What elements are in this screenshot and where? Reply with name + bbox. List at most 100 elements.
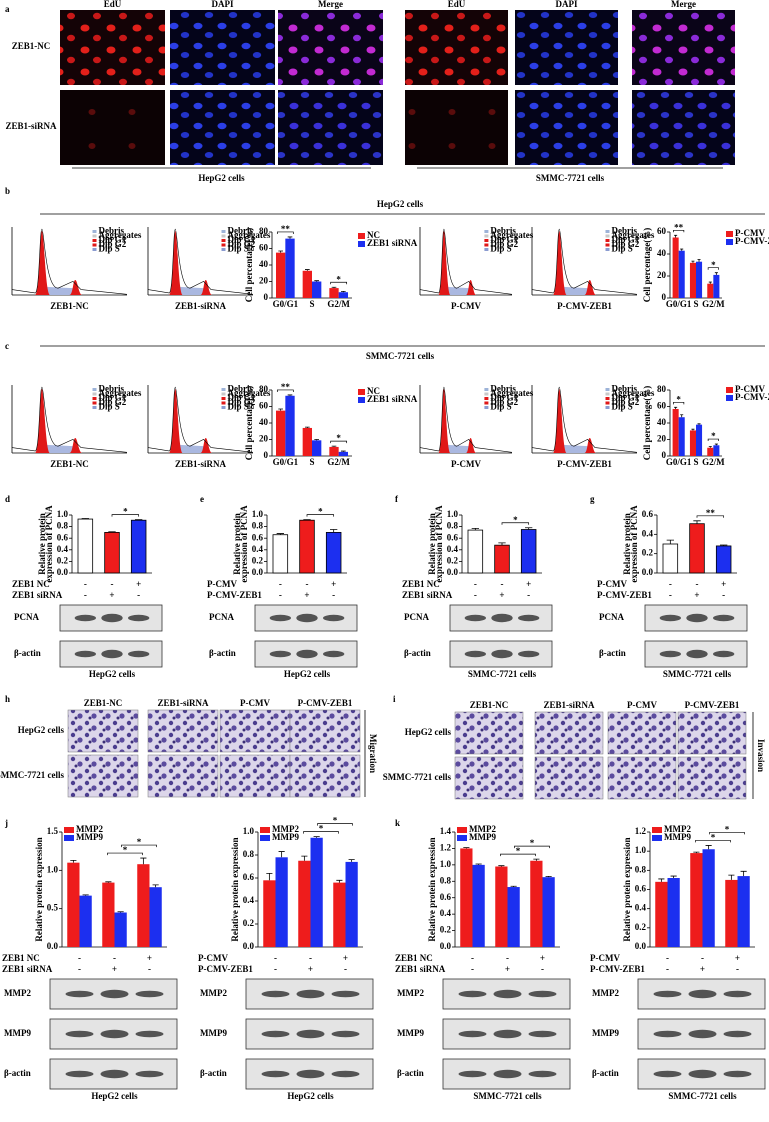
blot-band (135, 1030, 164, 1038)
group-label: SMMC-7721 cells (536, 173, 605, 183)
condition-mark: - (669, 590, 672, 600)
flow-legend-swatch (92, 239, 97, 242)
flow-legend-swatch (484, 234, 489, 238)
x-tick-label: G0/G1 (273, 457, 299, 467)
micrograph (60, 10, 165, 85)
blot-band (528, 990, 557, 998)
condition-mark: - (113, 953, 116, 963)
condition-mark: - (332, 590, 335, 600)
error-bar (81, 518, 89, 520)
flow-legend-label: Aggregates (228, 388, 271, 398)
blot-band (101, 649, 123, 659)
blot-band (269, 614, 292, 622)
blot-label: β-actin (4, 1068, 31, 1078)
flow-legend-label: Dip G2 (490, 397, 518, 407)
flow-legend-label: Dip G1 (228, 393, 256, 403)
flow-legend-swatch (605, 401, 610, 405)
significance-label: * (530, 838, 535, 848)
y-tick-label: 0.8 (252, 521, 264, 531)
condition-mark: - (474, 590, 477, 600)
blot-band (101, 613, 123, 623)
flow-legend-label: Dip G1 (99, 393, 127, 403)
micrograph (170, 90, 275, 165)
significance-label: ** (281, 224, 291, 234)
bar (104, 532, 120, 574)
bar (689, 523, 705, 574)
condition-mark: - (274, 964, 277, 974)
error-bar (708, 446, 712, 448)
legend-swatch (64, 835, 74, 841)
bar (137, 864, 150, 947)
flow-legend-label: Dip G2 (228, 397, 256, 407)
y-axis-label: Relative protein (427, 513, 437, 575)
condition-mark: + (499, 590, 504, 600)
flow-legend-label: Dip G2 (99, 397, 127, 407)
condition-label: P-CMV (597, 579, 627, 589)
blot-label: β-actin (209, 648, 236, 658)
flow-legend-swatch (484, 406, 489, 409)
flow-legend-swatch (221, 239, 226, 242)
y-tick-label: 0.0 (642, 567, 654, 577)
y-tick-label: 40 (259, 259, 269, 269)
error-bar (674, 406, 678, 409)
blot-band (518, 614, 540, 622)
bar (530, 860, 543, 947)
bar (667, 878, 680, 947)
blot-band (65, 1030, 94, 1038)
bar (520, 529, 537, 574)
section-title: SMMC-7721 cells (366, 351, 435, 361)
y-axis-label: Cell percentage(%) (244, 228, 254, 303)
condition-mark: + (694, 590, 699, 600)
transwell-image (534, 711, 604, 755)
condition-mark: + (526, 579, 531, 589)
condition-mark: + (505, 964, 510, 974)
bar (275, 857, 288, 947)
condition-label: ZEB1 NC (12, 579, 50, 589)
transwell-image (219, 709, 291, 753)
bar (725, 879, 738, 947)
blot-band (323, 614, 345, 622)
histogram-g1-peak (35, 231, 50, 295)
significance-label: ** (674, 222, 684, 232)
blot-band (65, 1070, 94, 1078)
error-bar (691, 428, 695, 431)
condition-mark: - (471, 953, 474, 963)
error-bar (471, 527, 479, 531)
blot-label: β-actin (599, 648, 626, 658)
legend-swatch (457, 827, 467, 833)
y-tick-label: 0.0 (57, 567, 69, 577)
bar (276, 410, 286, 456)
panel-label: g (590, 494, 595, 504)
y-tick-label: 20 (657, 270, 667, 280)
condition-label: P-CMV-ZEB1 (207, 590, 262, 600)
condition-mark: - (274, 953, 277, 963)
significance-bracket (695, 840, 731, 843)
bar (467, 529, 484, 574)
y-tick-label: 0.4 (635, 903, 647, 913)
flow-legend-label: Debris (99, 226, 125, 236)
significance-bracket (514, 845, 550, 849)
error-bar (475, 863, 482, 865)
legend-swatch (726, 239, 733, 245)
column-label: P-CMV (627, 700, 657, 710)
flow-legend-swatch (605, 230, 610, 233)
error-bar (463, 847, 470, 849)
flow-legend-label: Aggregates (612, 230, 655, 240)
column-label: ZEB1-NC (84, 698, 123, 708)
significance-bracket (673, 401, 685, 405)
y-tick-label: 0 (264, 450, 269, 460)
micrograph (170, 10, 275, 85)
bar (707, 283, 714, 298)
blot-band (686, 649, 708, 659)
condition-mark: - (666, 953, 669, 963)
blot-band (100, 1069, 129, 1079)
y-tick-label: 0.2 (252, 555, 264, 565)
y-tick-label: 0.4 (447, 544, 459, 554)
error-bar (720, 544, 728, 546)
flow-legend-label: Dip G1 (99, 235, 127, 245)
significance-bracket (330, 440, 348, 444)
error-bar (135, 519, 143, 521)
blot-band (128, 650, 150, 658)
y-axis-label: expression of PCNA (434, 505, 444, 583)
blot-caption: SMMC-7721 cells (473, 1091, 542, 1101)
